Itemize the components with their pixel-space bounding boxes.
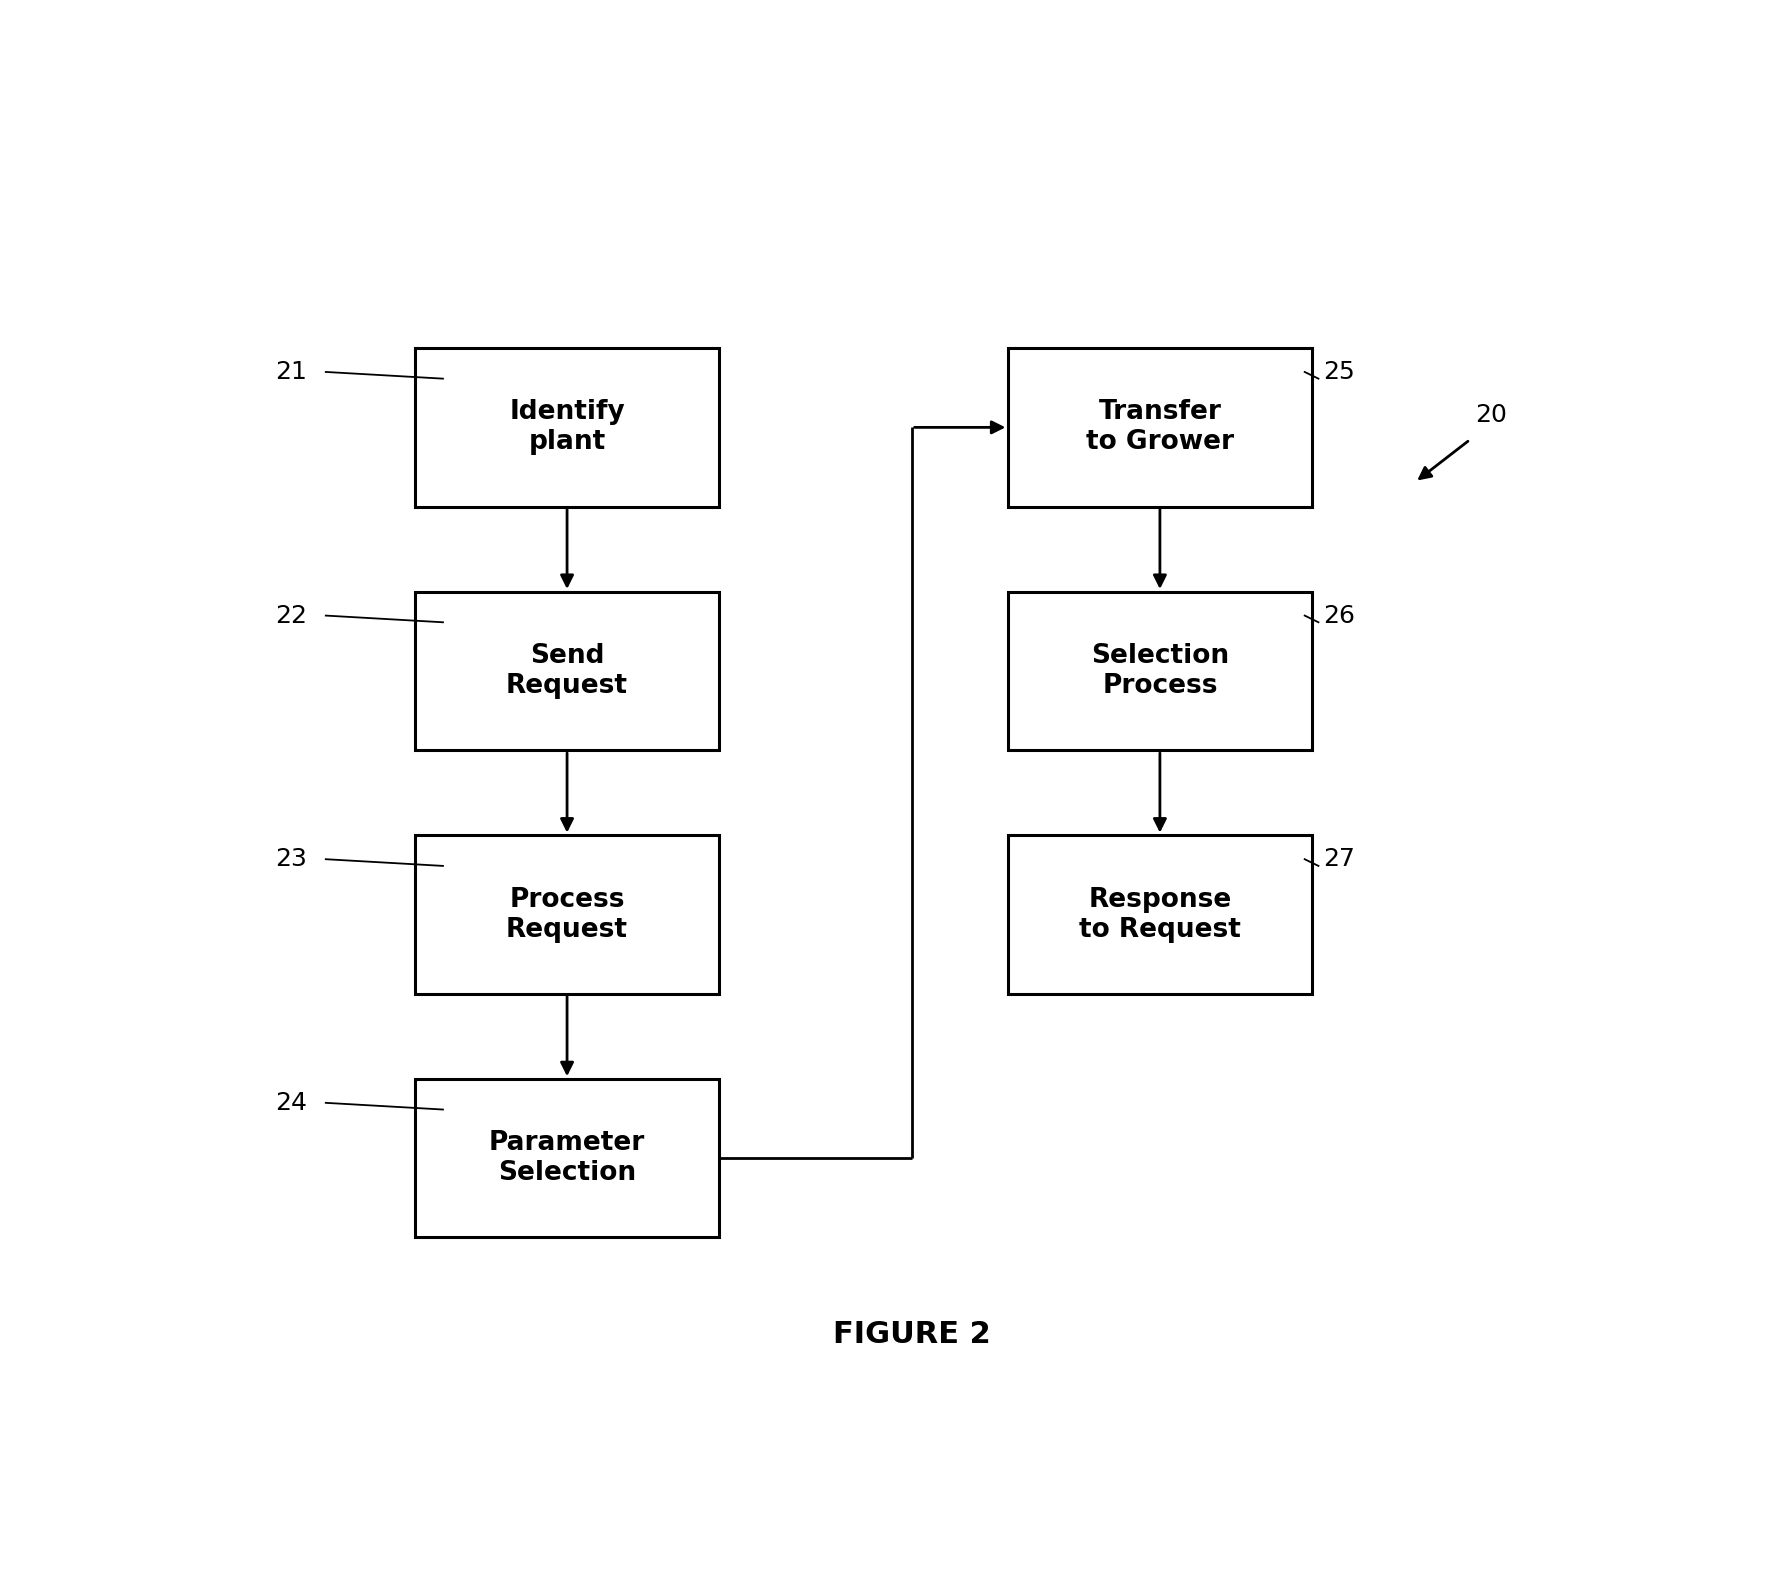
Text: 25: 25 <box>1324 361 1356 384</box>
Text: 21: 21 <box>276 361 308 384</box>
Text: 23: 23 <box>276 848 308 872</box>
Text: Identify
plant: Identify plant <box>509 399 624 456</box>
FancyBboxPatch shape <box>1009 592 1311 750</box>
Text: 27: 27 <box>1324 848 1356 872</box>
Text: Response
to Request: Response to Request <box>1080 886 1240 943</box>
Text: 26: 26 <box>1324 604 1356 628</box>
Text: Send
Request: Send Request <box>505 642 628 699</box>
FancyBboxPatch shape <box>416 348 719 506</box>
FancyBboxPatch shape <box>416 835 719 993</box>
FancyBboxPatch shape <box>1009 835 1311 993</box>
Text: 22: 22 <box>276 604 308 628</box>
Text: Transfer
to Grower: Transfer to Grower <box>1085 399 1235 456</box>
FancyBboxPatch shape <box>416 592 719 750</box>
Text: 20: 20 <box>1475 403 1507 427</box>
FancyBboxPatch shape <box>416 1079 719 1237</box>
Text: Parameter
Selection: Parameter Selection <box>489 1130 646 1186</box>
Text: Selection
Process: Selection Process <box>1091 642 1229 699</box>
FancyBboxPatch shape <box>1009 348 1311 506</box>
Text: FIGURE 2: FIGURE 2 <box>833 1321 991 1349</box>
Text: Process
Request: Process Request <box>505 886 628 943</box>
Text: 24: 24 <box>276 1092 308 1115</box>
